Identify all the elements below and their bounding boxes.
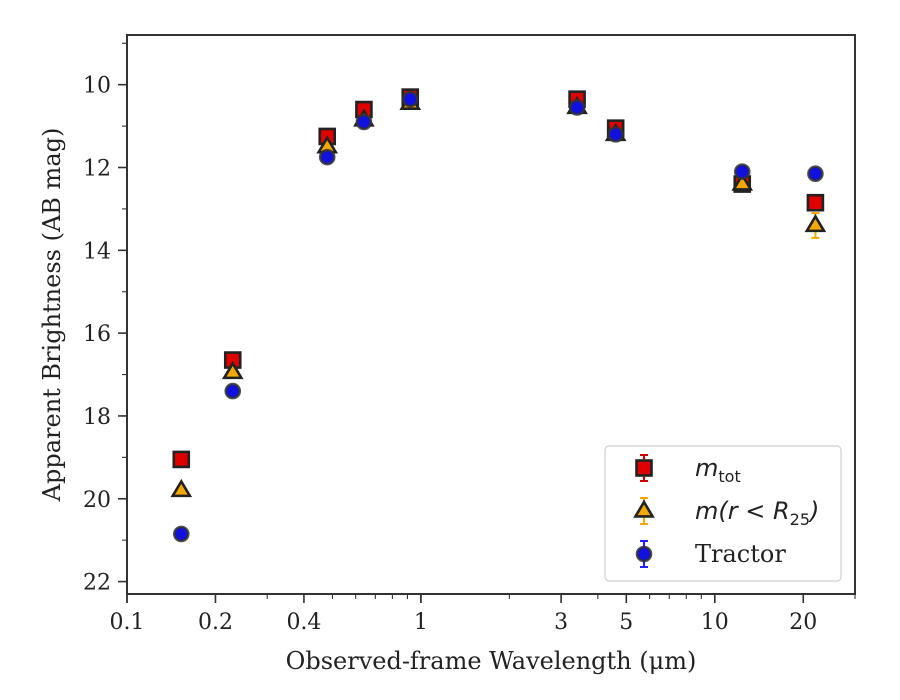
legend: mtot m(r < R25) Tractor — [604, 445, 842, 582]
x-tick-label: 1 — [414, 610, 428, 635]
data-point-circle — [318, 148, 336, 166]
data-point-circle — [224, 382, 242, 400]
x-tick-label: 3 — [554, 610, 568, 635]
legend-label: mtot — [695, 454, 741, 486]
data-point-square — [806, 193, 825, 212]
legend-marker-square — [635, 459, 653, 477]
data-point-circle — [807, 165, 824, 183]
data-point-circle — [401, 90, 419, 108]
data-point-circle — [733, 163, 751, 180]
series-triangle — [170, 91, 827, 498]
legend-marker-triangle — [633, 499, 655, 518]
plot-frame — [126, 34, 856, 595]
data-point-circle — [568, 99, 586, 116]
y-axis-title: Apparent Brightness (AB mag) — [38, 128, 66, 503]
legend-label: Tractor — [695, 540, 786, 568]
data-point-circle — [355, 113, 373, 131]
y-tick-label: 22 — [83, 571, 111, 596]
legend-label: m(r < R25) — [695, 497, 819, 529]
data-point-circle — [607, 126, 624, 143]
legend-marker-circle — [635, 545, 653, 563]
x-axis-title: Observed-frame Wavelength (μm) — [286, 647, 697, 675]
y-tick-label: 14 — [83, 239, 111, 264]
data-point-triangle — [170, 478, 193, 498]
x-tick-label: 0.4 — [286, 610, 321, 635]
data-point-circle — [172, 525, 190, 543]
x-tick-label: 10 — [701, 610, 729, 635]
data-point-triangle — [804, 213, 827, 233]
x-tick-label: 5 — [619, 610, 633, 635]
x-tick-label: 20 — [789, 610, 817, 635]
series-square — [172, 88, 825, 469]
data-point-square — [172, 450, 191, 469]
series-circle — [172, 90, 824, 543]
y-tick-label: 16 — [83, 322, 111, 347]
y-tick-label: 18 — [83, 405, 111, 430]
data-point-triangle — [731, 172, 754, 191]
legend-box — [604, 445, 842, 582]
x-tick-label: 0.2 — [198, 610, 233, 635]
x-tick-label: 0.1 — [110, 610, 145, 635]
x-axis: 0.1 0.2 0.4 1 3 5 10 20 — [110, 594, 856, 635]
data-markers — [170, 88, 827, 543]
plot-area — [126, 34, 856, 595]
y-tick-label: 12 — [83, 157, 111, 182]
y-tick-label: 10 — [83, 74, 111, 99]
y-axis: 10 12 14 16 18 20 22 — [83, 42, 127, 596]
data-point-triangle — [221, 360, 244, 380]
y-tick-label: 20 — [83, 488, 111, 513]
